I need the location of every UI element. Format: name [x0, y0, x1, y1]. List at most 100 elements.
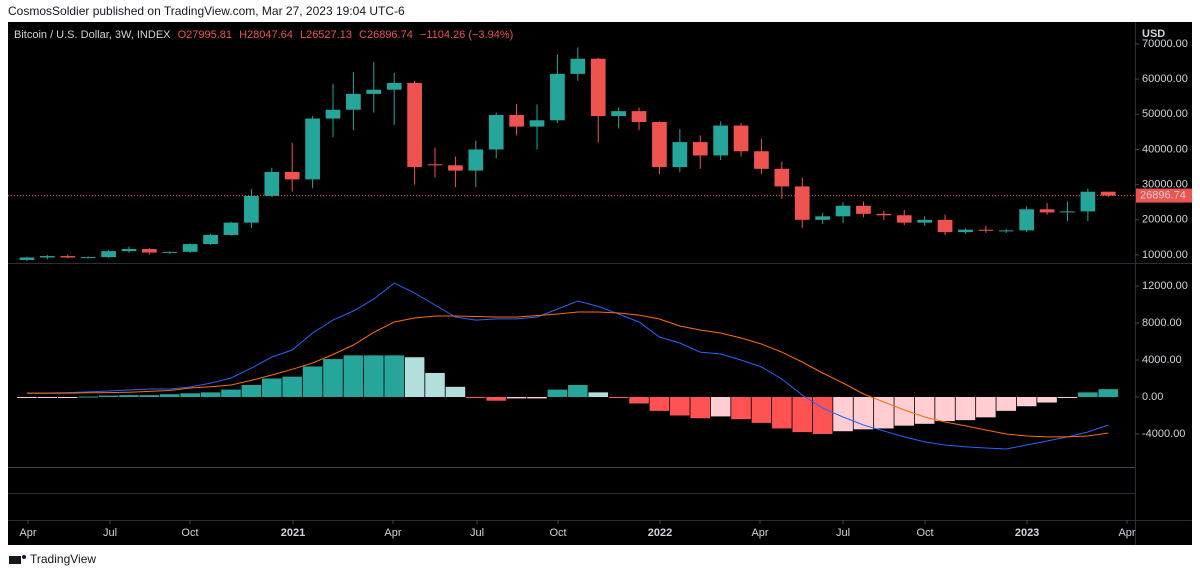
candle-body: [468, 149, 484, 171]
y-tick-label: 8000.00: [1142, 317, 1182, 329]
y-tick-label: 10000.00: [1142, 249, 1188, 261]
x-tick-label: Apr: [751, 527, 768, 539]
histogram-bar: [976, 396, 996, 418]
y-tick-label: 12000.00: [1142, 280, 1188, 292]
histogram-bar: [935, 396, 955, 422]
candle-body: [407, 82, 422, 168]
histogram-bar: [1057, 396, 1078, 398]
x-tick-label: Jul: [103, 527, 117, 539]
histogram-bar: [384, 355, 405, 397]
histogram-bar: [914, 396, 935, 424]
candle-body: [1019, 209, 1035, 231]
histogram-bar: [649, 396, 670, 411]
signal-line: [27, 311, 1109, 438]
candle-body: [40, 256, 55, 258]
chart-legend: Bitcoin / U.S. Dollar, 3W, INDEX O27995.…: [14, 29, 513, 41]
histogram-bar: [894, 396, 915, 426]
legend-open: O27995.81: [178, 29, 232, 41]
candle-body: [366, 89, 382, 94]
y-tick-label: -4000.00: [1142, 428, 1185, 440]
candle-body: [937, 219, 953, 233]
x-tick-label: Oct: [181, 527, 198, 539]
histogram-bar: [690, 396, 711, 419]
legend-high: H28047.64: [239, 29, 293, 41]
currency-label: USD: [1142, 28, 1165, 40]
histogram-bar: [200, 392, 221, 397]
candle-body: [652, 122, 667, 168]
logo-dot: [22, 555, 26, 559]
candle-body: [305, 118, 320, 180]
candle-body: [550, 73, 565, 121]
y-tick-label: 4000.00: [1142, 354, 1182, 366]
candle-body: [162, 251, 178, 253]
candle-body: [631, 111, 647, 123]
candle-body: [754, 151, 769, 169]
candle-body: [529, 120, 545, 127]
histogram-bar: [670, 396, 690, 416]
candle-body: [815, 216, 830, 220]
candle-body: [733, 125, 749, 152]
histogram-bar: [78, 396, 98, 398]
histogram-bar: [262, 378, 282, 397]
candle-body: [1080, 191, 1096, 212]
last-price-box: [1136, 188, 1192, 203]
histogram-bar: [874, 396, 894, 429]
histogram-bar: [343, 355, 364, 397]
candle-body: [978, 229, 994, 231]
footer-logo: [9, 555, 26, 564]
y-tick-label: 70000.00: [1142, 38, 1188, 50]
histogram-bar: [119, 395, 139, 397]
histogram-bar: [527, 396, 547, 399]
candle-body: [590, 58, 606, 117]
legend-close: C26896.74: [359, 29, 413, 41]
y-tick-label: 20000.00: [1142, 214, 1188, 226]
candles: [19, 47, 1116, 261]
histogram-bar: [364, 355, 384, 397]
candle-body: [244, 195, 259, 223]
candle-body: [611, 111, 626, 117]
candle-body: [80, 257, 96, 259]
logo-mark: [9, 556, 21, 564]
histogram-bar: [792, 396, 813, 433]
histogram-bar: [404, 357, 425, 397]
histogram-bar: [833, 396, 853, 432]
histogram-bar: [1016, 396, 1037, 407]
candle-body: [896, 215, 912, 223]
publish-note: CosmosSoldier published on TradingView.c…: [8, 4, 405, 18]
histogram-bar: [751, 396, 772, 423]
histogram-bar: [323, 359, 343, 397]
candle-body: [835, 205, 851, 217]
candle-body: [101, 251, 116, 258]
candle-body: [182, 244, 198, 252]
candle-body: [386, 82, 402, 90]
candle-body: [570, 58, 586, 74]
histogram-bar: [1098, 389, 1119, 397]
histogram-bar: [139, 395, 160, 397]
candle-body: [672, 142, 688, 168]
histogram-bar: [159, 394, 180, 397]
histogram-bar: [486, 396, 507, 401]
histogram-bar: [996, 396, 1017, 411]
candle-body: [509, 115, 524, 127]
histogram-bar: [710, 396, 731, 417]
histogram-bar: [37, 396, 58, 398]
candle-body: [448, 165, 463, 171]
y-tick-label: 50000.00: [1142, 108, 1188, 120]
x-tick-label: Oct: [549, 527, 566, 539]
footer-brand: TradingView: [30, 552, 96, 566]
y-tick-label: 60000.00: [1142, 73, 1188, 85]
candle-body: [142, 249, 157, 253]
histogram-bar: [180, 393, 200, 397]
candle-body: [876, 213, 892, 216]
candle-body: [856, 205, 871, 214]
x-tick-label: Apr: [384, 527, 401, 539]
candle-body: [794, 186, 810, 220]
x-tick-label: 2021: [281, 527, 305, 539]
histogram-bar: [568, 384, 588, 397]
histogram-bar: [445, 386, 466, 397]
histogram-bar: [772, 396, 792, 429]
candle-body: [60, 256, 76, 258]
histogram-bar: [955, 396, 976, 421]
